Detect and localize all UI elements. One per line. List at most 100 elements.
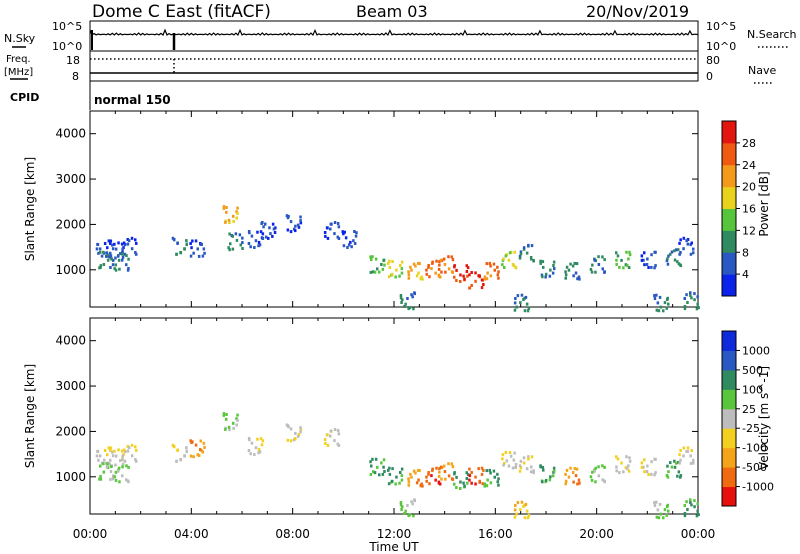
range-cell	[653, 501, 656, 505]
colorbar-segment	[722, 230, 736, 253]
range-cell	[539, 464, 542, 468]
range-cell	[407, 307, 410, 311]
range-cell	[442, 257, 446, 261]
range-cell	[519, 459, 523, 463]
range-cell	[667, 302, 670, 306]
range-cell	[693, 292, 696, 296]
range-cell	[689, 454, 692, 458]
range-cell	[430, 267, 433, 271]
range-cell	[399, 503, 403, 507]
range-cell	[228, 248, 231, 252]
range-cell	[333, 428, 337, 431]
range-cell	[296, 223, 300, 227]
range-cell	[299, 221, 303, 225]
colorbar-tick-label: 25	[742, 403, 756, 416]
range-cell	[620, 461, 623, 465]
range-cell	[486, 271, 489, 275]
range-cell	[103, 242, 107, 245]
range-cell	[273, 231, 277, 234]
range-cell	[410, 293, 413, 297]
range-cell	[121, 258, 124, 262]
range-cell	[373, 270, 377, 274]
range-cell	[236, 413, 239, 417]
nave-tick-top: 80	[706, 54, 720, 67]
range-cell	[171, 236, 175, 240]
range-cell	[412, 307, 415, 311]
velocity-panel: 1000 2000 3000 4000 Slant Range [km] 1000 50…	[23, 317, 774, 520]
range-cell	[575, 467, 579, 471]
range-cell	[415, 274, 419, 278]
range-cell	[241, 241, 244, 245]
range-cell	[553, 267, 556, 271]
range-cell	[466, 481, 469, 485]
range-cell	[391, 272, 394, 276]
range-cell	[232, 421, 235, 425]
range-cell	[380, 461, 383, 465]
range-cell	[96, 243, 100, 246]
range-cell	[505, 459, 509, 463]
range-cell	[515, 305, 518, 309]
range-cell	[194, 239, 198, 243]
range-cell	[541, 275, 544, 279]
range-cell	[369, 270, 373, 274]
range-cell	[683, 512, 687, 515]
range-cell	[522, 246, 526, 250]
range-cell	[564, 482, 567, 486]
cpid-label: CPID	[10, 91, 39, 104]
range-cell	[686, 242, 689, 246]
range-cell	[372, 470, 375, 474]
range-cell	[459, 480, 462, 484]
range-cell	[122, 448, 126, 452]
range-cell	[574, 271, 578, 275]
range-cell	[522, 505, 525, 508]
range-cell	[627, 469, 631, 473]
range-cell	[102, 462, 105, 466]
range-cell	[329, 227, 332, 231]
station-title: Dome C East (fitACF)	[92, 2, 271, 22]
range-cell	[670, 465, 674, 469]
colorbar-tick-label: 500	[742, 364, 763, 377]
range-cell	[231, 234, 234, 238]
range-cell	[400, 271, 404, 275]
range-cell	[414, 471, 417, 475]
range-cell	[497, 483, 500, 487]
range-cell	[337, 432, 341, 436]
range-cell	[678, 241, 681, 245]
range-cell	[440, 270, 443, 274]
range-cell	[130, 443, 134, 447]
range-cell	[527, 513, 531, 517]
range-cell	[373, 471, 377, 475]
range-cell	[519, 508, 522, 512]
range-cell	[573, 261, 576, 265]
range-cell	[286, 424, 290, 428]
range-cell	[578, 277, 581, 281]
range-cell	[522, 298, 525, 301]
range-cell	[689, 461, 693, 465]
range-cell	[513, 250, 516, 254]
range-cell	[692, 247, 695, 251]
range-cell	[326, 236, 330, 240]
range-cell	[123, 459, 127, 463]
range-cell	[336, 222, 340, 225]
range-cell	[374, 457, 378, 461]
range-cell	[678, 461, 681, 465]
range-cell	[594, 270, 597, 274]
range-cell	[571, 264, 575, 268]
range-cell	[250, 234, 254, 238]
range-cell	[540, 273, 544, 277]
range-cell	[299, 219, 302, 223]
range-cell	[333, 439, 336, 443]
range-cell	[552, 264, 555, 267]
range-cell	[447, 267, 451, 271]
range-cell	[410, 475, 413, 479]
range-cell	[134, 238, 137, 242]
range-cell	[493, 268, 496, 272]
range-cell	[189, 454, 193, 458]
range-cell	[107, 239, 111, 243]
range-cell	[522, 247, 526, 251]
range-cell	[199, 439, 202, 443]
range-cell	[107, 446, 111, 450]
range-cell	[444, 477, 447, 481]
range-cell	[451, 258, 455, 262]
range-cell	[655, 515, 659, 519]
